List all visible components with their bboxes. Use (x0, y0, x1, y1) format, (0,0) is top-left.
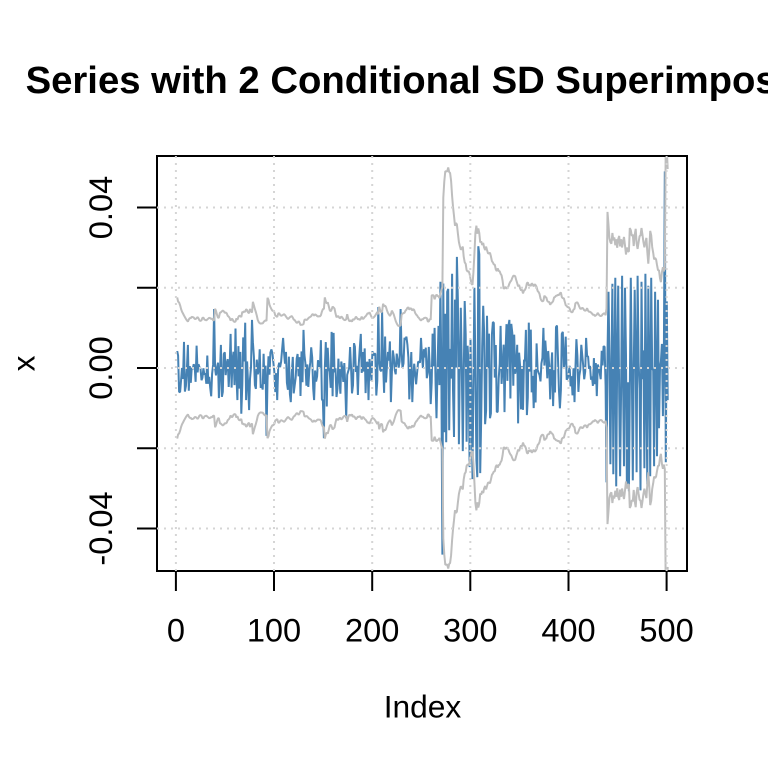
svg-text:0.04: 0.04 (82, 176, 119, 239)
svg-text:-0.04: -0.04 (82, 491, 119, 565)
svg-text:100: 100 (247, 612, 301, 649)
svg-text:0.00: 0.00 (82, 336, 119, 399)
svg-text:400: 400 (541, 612, 595, 649)
svg-text:Series with 2 Conditional SD S: Series with 2 Conditional SD Superimpose… (26, 59, 768, 102)
svg-text:300: 300 (443, 612, 497, 649)
svg-text:x: x (6, 355, 42, 371)
svg-text:0: 0 (167, 612, 185, 649)
svg-text:500: 500 (639, 612, 693, 649)
svg-text:Index: Index (384, 689, 462, 725)
svg-text:200: 200 (345, 612, 399, 649)
